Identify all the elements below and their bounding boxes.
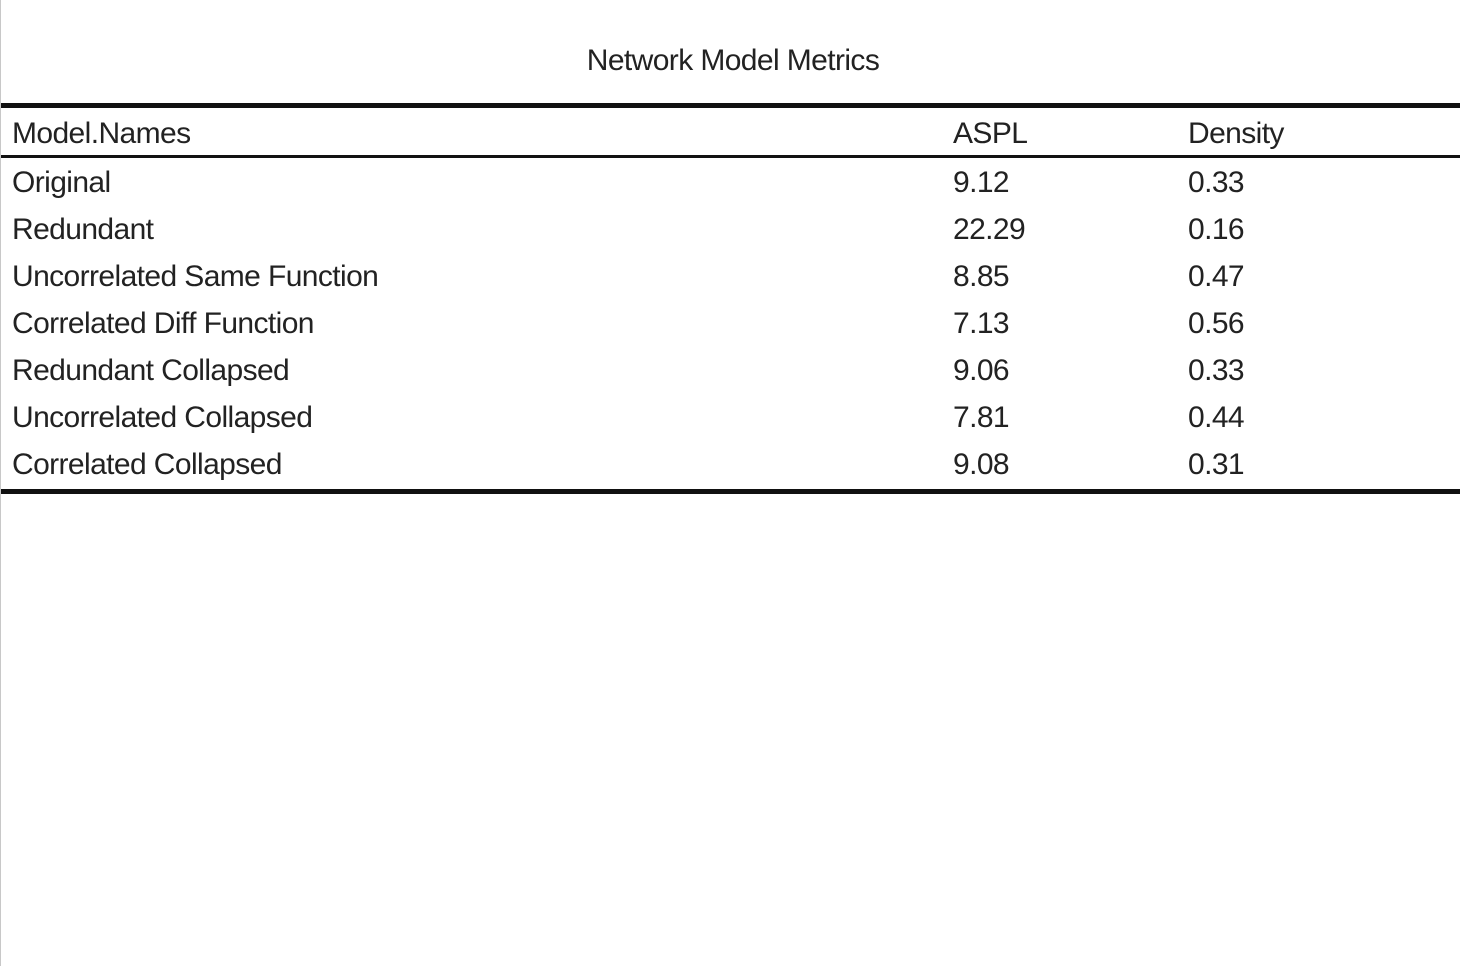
table-row: Redundant 22.29 0.16 [0, 212, 1460, 248]
cell-model-name: Uncorrelated Same Function [12, 260, 379, 293]
cell-density: 0.31 [1188, 448, 1245, 481]
cell-aspl: 9.06 [953, 354, 1010, 387]
cell-aspl: 7.81 [953, 401, 1010, 434]
cell-model-name: Uncorrelated Collapsed [12, 401, 313, 434]
cell-density: 0.47 [1188, 260, 1245, 293]
page-left-border [0, 0, 1, 966]
cell-model-name: Redundant [12, 213, 154, 246]
cell-model-name: Original [12, 166, 111, 199]
column-header-aspl: ASPL [953, 117, 1028, 150]
cell-aspl: 9.12 [953, 166, 1010, 199]
table-row: Redundant Collapsed 9.06 0.33 [0, 353, 1460, 389]
cell-aspl: 8.85 [953, 260, 1010, 293]
table-row: Original 9.12 0.33 [0, 165, 1460, 201]
table-top-rule [1, 103, 1460, 108]
table-row: Correlated Collapsed 9.08 0.31 [0, 447, 1460, 483]
cell-density: 0.56 [1188, 307, 1245, 340]
cell-model-name: Correlated Diff Function [12, 307, 314, 340]
table-bottom-rule [1, 489, 1460, 494]
column-header-model-names: Model.Names [12, 117, 191, 150]
table-row: Uncorrelated Collapsed 7.81 0.44 [0, 400, 1460, 436]
cell-density: 0.44 [1188, 401, 1245, 434]
column-header-density: Density [1188, 117, 1284, 150]
cell-aspl: 7.13 [953, 307, 1010, 340]
cell-density: 0.33 [1188, 354, 1245, 387]
table-header-rule [1, 155, 1460, 158]
cell-model-name: Correlated Collapsed [12, 448, 282, 481]
cell-aspl: 9.08 [953, 448, 1010, 481]
cell-density: 0.33 [1188, 166, 1245, 199]
table-row: Correlated Diff Function 7.13 0.56 [0, 306, 1460, 342]
table-row: Uncorrelated Same Function 8.85 0.47 [0, 259, 1460, 295]
cell-model-name: Redundant Collapsed [12, 354, 290, 387]
cell-aspl: 22.29 [953, 213, 1026, 246]
table-title: Network Model Metrics [586, 44, 880, 77]
cell-density: 0.16 [1188, 213, 1245, 246]
